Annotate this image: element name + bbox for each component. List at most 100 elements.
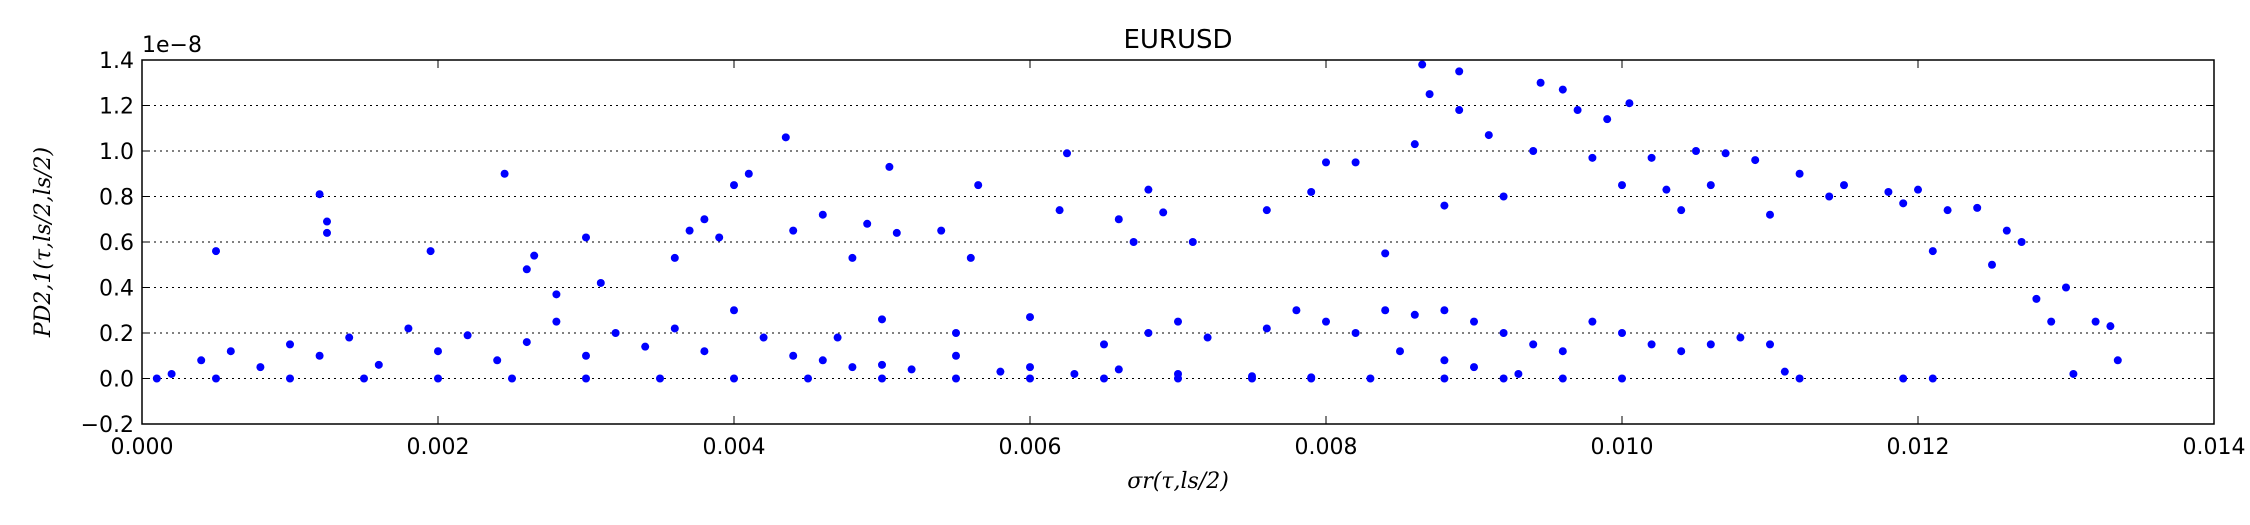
point bbox=[1618, 374, 1626, 383]
point bbox=[2091, 317, 2100, 326]
point bbox=[833, 333, 842, 342]
point bbox=[759, 333, 768, 342]
point bbox=[1351, 158, 1360, 167]
point bbox=[1899, 199, 1908, 208]
x-tick-label: 0.002 bbox=[407, 435, 470, 460]
point bbox=[1307, 374, 1316, 383]
point bbox=[167, 369, 176, 378]
point bbox=[1618, 181, 1626, 190]
point bbox=[863, 219, 872, 228]
point bbox=[1470, 363, 1478, 372]
point bbox=[1484, 131, 1493, 140]
x-tick-label: 0.014 bbox=[2183, 435, 2246, 460]
point bbox=[1100, 340, 1108, 349]
point bbox=[730, 374, 738, 383]
point bbox=[952, 351, 960, 360]
point bbox=[1322, 317, 1330, 326]
point bbox=[582, 351, 590, 360]
point bbox=[1558, 374, 1567, 383]
y-tick-label: 0.4 bbox=[99, 277, 134, 302]
point bbox=[1795, 374, 1804, 383]
point bbox=[952, 374, 960, 383]
point bbox=[1026, 374, 1034, 383]
point bbox=[1129, 238, 1138, 246]
point bbox=[522, 265, 531, 274]
point bbox=[1262, 206, 1271, 215]
point bbox=[1440, 356, 1449, 365]
point bbox=[197, 356, 206, 365]
point bbox=[1647, 340, 1656, 349]
point bbox=[493, 356, 502, 365]
y-tick-label: 1.4 bbox=[99, 49, 134, 74]
point bbox=[1366, 374, 1375, 383]
point bbox=[286, 374, 294, 383]
point bbox=[848, 253, 857, 262]
point bbox=[670, 324, 679, 333]
point bbox=[1425, 90, 1434, 99]
point bbox=[685, 226, 694, 235]
point bbox=[2017, 238, 2026, 246]
point bbox=[996, 367, 1005, 376]
point bbox=[1706, 181, 1715, 190]
point bbox=[1159, 208, 1168, 217]
point bbox=[1573, 106, 1582, 115]
point bbox=[315, 351, 324, 360]
point bbox=[1988, 260, 1996, 269]
point bbox=[1026, 363, 1034, 372]
point bbox=[323, 228, 331, 237]
y-tick-label: 0.8 bbox=[99, 186, 134, 211]
point bbox=[656, 374, 664, 383]
point bbox=[1529, 147, 1538, 155]
point bbox=[966, 253, 975, 262]
plot-frame bbox=[141, 59, 2215, 425]
point bbox=[1677, 347, 1686, 356]
point bbox=[789, 351, 798, 360]
point bbox=[730, 306, 738, 315]
point bbox=[1499, 374, 1508, 383]
point bbox=[1706, 340, 1715, 349]
point bbox=[2047, 317, 2056, 326]
point bbox=[1795, 169, 1804, 178]
point bbox=[892, 228, 901, 237]
point bbox=[2032, 294, 2041, 303]
point bbox=[1026, 313, 1034, 322]
point bbox=[530, 251, 539, 260]
point bbox=[2106, 322, 2115, 331]
y-offset-label: 1e−8 bbox=[142, 33, 202, 58]
point bbox=[611, 329, 620, 337]
point bbox=[1766, 210, 1774, 219]
point bbox=[1514, 369, 1523, 378]
point bbox=[1928, 247, 1937, 256]
y-tick-label: 1.2 bbox=[99, 95, 134, 120]
point bbox=[1943, 206, 1952, 215]
point bbox=[360, 374, 368, 383]
point bbox=[1825, 192, 1834, 201]
point bbox=[1070, 369, 1079, 378]
y-tick-label: 0.6 bbox=[99, 231, 134, 256]
point bbox=[1455, 67, 1464, 76]
point bbox=[1418, 60, 1427, 69]
point bbox=[1100, 374, 1108, 383]
point bbox=[878, 374, 886, 383]
point bbox=[937, 226, 946, 235]
point bbox=[878, 315, 886, 324]
point bbox=[1766, 340, 1774, 349]
point bbox=[885, 162, 894, 171]
x-tick-label: 0.000 bbox=[111, 435, 174, 460]
point bbox=[2069, 369, 2078, 378]
point bbox=[1499, 192, 1508, 201]
point bbox=[256, 363, 265, 372]
point bbox=[1410, 310, 1419, 319]
point bbox=[286, 340, 294, 349]
point bbox=[522, 338, 531, 347]
point bbox=[848, 363, 857, 372]
x-tick-label: 0.004 bbox=[703, 435, 766, 460]
point bbox=[1677, 206, 1686, 215]
point bbox=[1381, 306, 1390, 315]
point bbox=[2002, 226, 2011, 235]
point bbox=[1410, 140, 1419, 149]
point bbox=[596, 278, 605, 287]
point bbox=[374, 360, 383, 369]
point bbox=[878, 360, 886, 369]
point bbox=[1144, 185, 1153, 194]
